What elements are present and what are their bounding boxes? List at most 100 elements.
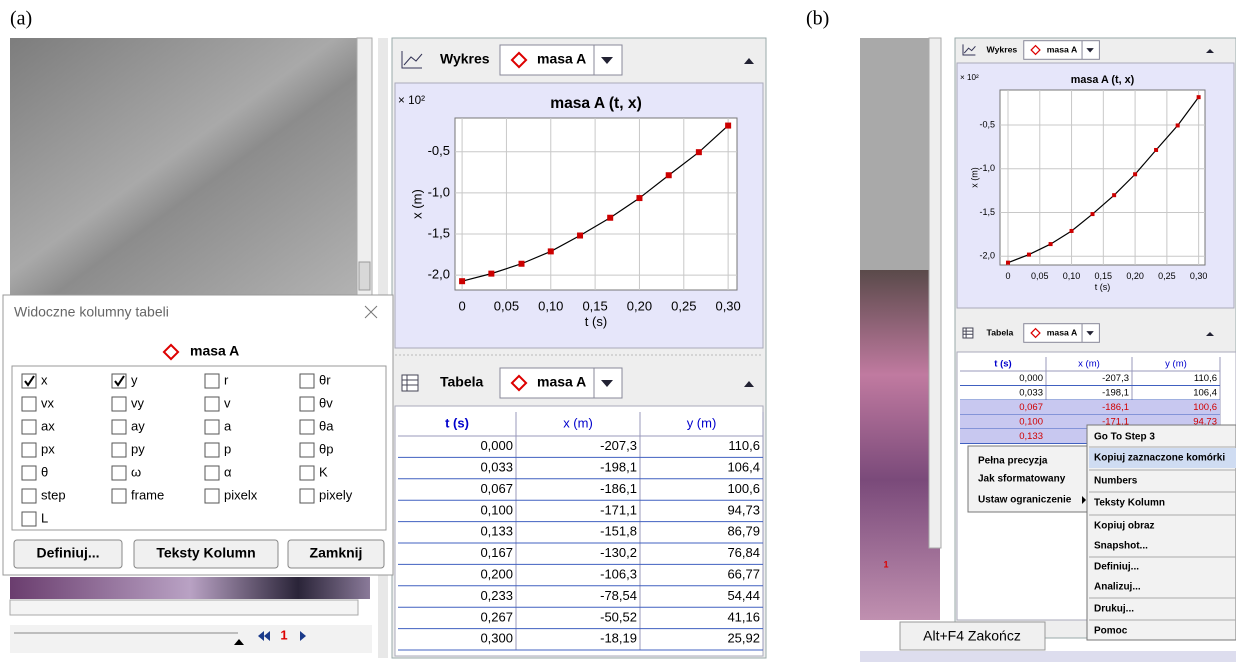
- checkbox-label[interactable]: x: [41, 372, 48, 387]
- table-cell[interactable]: -171,1: [1102, 416, 1129, 427]
- table-cell[interactable]: -151,8: [600, 524, 637, 539]
- checkbox[interactable]: [204, 396, 220, 412]
- checkbox-label[interactable]: py: [131, 441, 145, 456]
- table-cell[interactable]: 0,067: [1019, 402, 1043, 413]
- checkbox[interactable]: [21, 419, 37, 435]
- table-cell[interactable]: 0,300: [480, 631, 513, 646]
- table-cell[interactable]: 100,6: [727, 481, 760, 496]
- button-label[interactable]: Zamknij: [310, 545, 363, 561]
- slider-knob[interactable]: [234, 639, 244, 645]
- checkbox-label[interactable]: px: [41, 441, 55, 456]
- table-cell[interactable]: 41,16: [727, 609, 760, 624]
- button[interactable]: [287, 539, 385, 569]
- checkbox-label[interactable]: vx: [41, 395, 55, 410]
- table-cell[interactable]: -186,1: [600, 481, 637, 496]
- checkbox-label[interactable]: vy: [131, 395, 145, 410]
- table-cell[interactable]: 76,84: [727, 545, 760, 560]
- table-cell[interactable]: -186,1: [1102, 402, 1129, 413]
- checkbox[interactable]: [21, 396, 37, 412]
- checkbox-label[interactable]: pixelx: [224, 487, 258, 502]
- menu-item[interactable]: Pełna precyzja: [978, 456, 1048, 467]
- table-cell[interactable]: 86,79: [727, 524, 760, 539]
- checkbox[interactable]: [21, 511, 37, 527]
- table-cell[interactable]: -130,2: [600, 545, 637, 560]
- checkbox-label[interactable]: α: [224, 464, 232, 479]
- table-cell[interactable]: 0,033: [1019, 387, 1043, 398]
- table-cell[interactable]: -171,1: [600, 502, 637, 517]
- checkbox-label[interactable]: frame: [131, 487, 164, 502]
- menu-item[interactable]: Ustaw ograniczenie: [978, 495, 1072, 506]
- checkbox-label[interactable]: θ: [41, 464, 48, 479]
- checkbox-label[interactable]: θp: [319, 441, 333, 456]
- checkbox-label[interactable]: v: [224, 395, 231, 410]
- table-cell[interactable]: 0,167: [480, 545, 513, 560]
- checkbox-label[interactable]: θa: [319, 418, 334, 433]
- checkbox[interactable]: [111, 488, 127, 504]
- checkbox-label[interactable]: K: [319, 464, 328, 479]
- dropdown-arrow[interactable]: [601, 57, 613, 64]
- menu-item[interactable]: Snapshot...: [1094, 541, 1148, 552]
- table-cell[interactable]: -207,3: [1102, 373, 1129, 384]
- table-cell[interactable]: 0,200: [480, 567, 513, 582]
- table-cell[interactable]: 106,4: [727, 460, 760, 475]
- object-name[interactable]: masa A: [537, 51, 586, 67]
- close-button[interactable]: [364, 305, 378, 319]
- checkbox[interactable]: [299, 419, 315, 435]
- checkbox[interactable]: [21, 488, 37, 504]
- checkbox-label[interactable]: step: [41, 487, 66, 502]
- combo-box[interactable]: [1023, 40, 1100, 60]
- table-cell[interactable]: 0,100: [1019, 416, 1043, 427]
- table-cell[interactable]: 100,6: [1193, 402, 1217, 413]
- step-back[interactable]: [258, 631, 270, 641]
- menu-item[interactable]: Teksty Kolumn: [1094, 498, 1165, 509]
- checkbox[interactable]: [204, 442, 220, 458]
- table-cell[interactable]: 0,100: [480, 502, 513, 517]
- checkbox-label[interactable]: p: [224, 441, 231, 456]
- menu-item[interactable]: Definiuj...: [1094, 562, 1139, 573]
- checkbox-label[interactable]: ω: [131, 464, 141, 479]
- scrollbar[interactable]: [356, 37, 373, 301]
- object-name[interactable]: masa A: [1047, 327, 1078, 337]
- table-cell[interactable]: -198,1: [600, 460, 637, 475]
- menu-item[interactable]: Go To Step 3: [1094, 432, 1155, 443]
- checkbox[interactable]: [299, 465, 315, 481]
- table-cell[interactable]: 0,133: [480, 524, 513, 539]
- checkbox[interactable]: [21, 465, 37, 481]
- menu-item[interactable]: Pomoc: [1094, 626, 1128, 637]
- checkbox-label[interactable]: ay: [131, 418, 145, 433]
- menu-item[interactable]: Numbers: [1094, 476, 1138, 487]
- checkbox[interactable]: [111, 396, 127, 412]
- table-cell[interactable]: 0,033: [480, 460, 513, 475]
- checkbox[interactable]: [299, 373, 315, 389]
- h-scrollbar[interactable]: [9, 599, 359, 616]
- table-cell[interactable]: -78,54: [600, 588, 637, 603]
- dropdown-arrow[interactable]: [1086, 331, 1094, 336]
- button-label[interactable]: Teksty Kolumn: [156, 545, 255, 561]
- table-cell[interactable]: 0,000: [1019, 373, 1043, 384]
- checkbox[interactable]: [111, 442, 127, 458]
- combo-box[interactable]: [499, 367, 623, 399]
- table-cell[interactable]: -50,52: [600, 609, 637, 624]
- menu-item[interactable]: Kopiuj obraz: [1094, 521, 1155, 532]
- checkbox-label[interactable]: θv: [319, 395, 333, 410]
- dropdown-arrow[interactable]: [1086, 48, 1094, 53]
- table-cell[interactable]: 66,77: [727, 567, 760, 582]
- checkbox[interactable]: [204, 419, 220, 435]
- button-label[interactable]: Definiuj...: [37, 545, 100, 561]
- button[interactable]: [13, 539, 123, 569]
- checkbox[interactable]: [204, 373, 220, 389]
- object-name[interactable]: masa A: [1047, 44, 1078, 54]
- checkbox[interactable]: [111, 465, 127, 481]
- checkbox-label[interactable]: pixely: [319, 487, 353, 502]
- table-cell[interactable]: -106,3: [600, 567, 637, 582]
- checkbox-label[interactable]: ax: [41, 418, 55, 433]
- table-cell[interactable]: 0,000: [480, 438, 513, 453]
- scrollbar[interactable]: [928, 37, 942, 549]
- table-cell[interactable]: -18,19: [600, 631, 637, 646]
- checkbox-label[interactable]: a: [224, 418, 232, 433]
- checkbox[interactable]: [299, 396, 315, 412]
- checkbox[interactable]: [204, 465, 220, 481]
- checkbox[interactable]: [299, 442, 315, 458]
- table-cell[interactable]: 110,6: [728, 438, 760, 453]
- checkbox[interactable]: [299, 488, 315, 504]
